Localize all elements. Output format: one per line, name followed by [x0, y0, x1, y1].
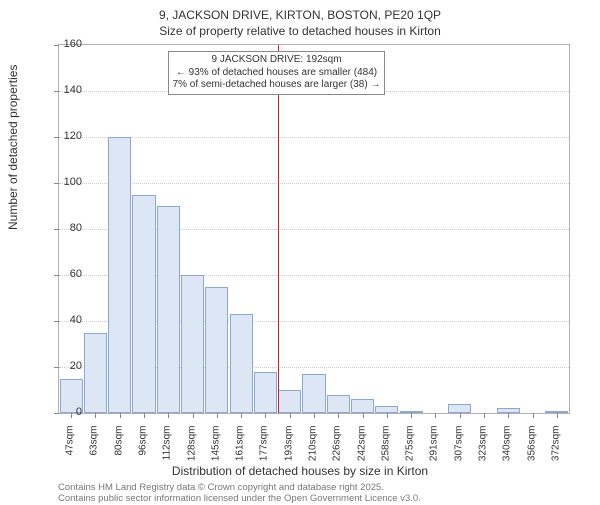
plot-wrapper: 9 JACKSON DRIVE: 192sqm← 93% of detached…	[58, 44, 570, 414]
histogram-bar	[230, 314, 253, 413]
histogram-bar	[181, 275, 204, 413]
x-tick-mark	[217, 413, 218, 418]
x-tick-label: 80sqm	[113, 426, 124, 476]
histogram-bar	[278, 390, 301, 413]
histogram-bar	[375, 406, 398, 413]
y-tick-label: 0	[52, 406, 82, 418]
y-axis-label: Number of detached properties	[6, 65, 20, 230]
y-tick-label: 20	[52, 360, 82, 372]
x-tick-mark	[363, 413, 364, 418]
x-tick-label: 96sqm	[138, 426, 149, 476]
x-tick-label: 340sqm	[502, 426, 513, 476]
histogram-bar	[132, 195, 155, 414]
x-tick-mark	[338, 413, 339, 418]
histogram-bar	[302, 374, 325, 413]
x-tick-label: 258sqm	[380, 426, 391, 476]
x-tick-label: 47sqm	[65, 426, 76, 476]
y-tick-label: 100	[52, 176, 82, 188]
x-tick-mark	[120, 413, 121, 418]
x-tick-mark	[314, 413, 315, 418]
annotation-line: ← 93% of detached houses are smaller (48…	[173, 67, 381, 80]
x-tick-mark	[484, 413, 485, 418]
x-tick-mark	[241, 413, 242, 418]
x-tick-label: 226sqm	[332, 426, 343, 476]
annotation-line: 7% of semi-detached houses are larger (3…	[173, 79, 381, 92]
annotation-line: 9 JACKSON DRIVE: 192sqm	[173, 54, 381, 67]
footer-line-2: Contains public sector information licen…	[58, 493, 421, 504]
chart-footer: Contains HM Land Registry data © Crown c…	[58, 482, 421, 505]
x-tick-label: 323sqm	[478, 426, 489, 476]
x-tick-mark	[265, 413, 266, 418]
x-tick-mark	[411, 413, 412, 418]
x-tick-label: 275sqm	[405, 426, 416, 476]
plot-area: 9 JACKSON DRIVE: 192sqm← 93% of detached…	[58, 44, 570, 414]
x-tick-mark	[387, 413, 388, 418]
x-tick-label: 307sqm	[453, 426, 464, 476]
x-tick-mark	[533, 413, 534, 418]
x-tick-mark	[144, 413, 145, 418]
x-tick-mark	[508, 413, 509, 418]
x-tick-label: 63sqm	[89, 426, 100, 476]
x-tick-mark	[460, 413, 461, 418]
y-tick-label: 40	[52, 314, 82, 326]
x-tick-mark	[290, 413, 291, 418]
histogram-bar	[351, 399, 374, 413]
histogram-bar	[157, 206, 180, 413]
x-tick-mark	[193, 413, 194, 418]
x-tick-label: 210sqm	[308, 426, 319, 476]
histogram-bar	[327, 395, 350, 413]
x-tick-label: 161sqm	[235, 426, 246, 476]
grid-line	[59, 137, 569, 138]
x-tick-mark	[557, 413, 558, 418]
histogram-bar	[205, 287, 228, 414]
histogram-bar	[108, 137, 131, 413]
x-tick-label: 372sqm	[550, 426, 561, 476]
chart-container: { "title_main": "9, JACKSON DRIVE, KIRTO…	[0, 0, 600, 500]
y-tick-label: 80	[52, 222, 82, 234]
x-tick-label: 356sqm	[526, 426, 537, 476]
histogram-bar	[254, 372, 277, 413]
grid-line	[59, 183, 569, 184]
annotation-box: 9 JACKSON DRIVE: 192sqm← 93% of detached…	[168, 51, 386, 95]
x-tick-label: 177sqm	[259, 426, 270, 476]
x-tick-mark	[95, 413, 96, 418]
y-tick-label: 60	[52, 268, 82, 280]
x-tick-label: 242sqm	[356, 426, 367, 476]
x-tick-mark	[168, 413, 169, 418]
y-tick-label: 160	[52, 38, 82, 50]
x-tick-label: 112sqm	[162, 426, 173, 476]
x-tick-mark	[435, 413, 436, 418]
marker-line	[278, 45, 279, 413]
histogram-bar	[84, 333, 107, 414]
y-tick-label: 120	[52, 130, 82, 142]
footer-line-1: Contains HM Land Registry data © Crown c…	[58, 482, 421, 493]
y-tick-label: 140	[52, 84, 82, 96]
x-tick-label: 128sqm	[186, 426, 197, 476]
x-tick-label: 291sqm	[429, 426, 440, 476]
x-tick-label: 145sqm	[210, 426, 221, 476]
histogram-bar	[448, 404, 471, 413]
x-tick-label: 193sqm	[283, 426, 294, 476]
chart-title-main: 9, JACKSON DRIVE, KIRTON, BOSTON, PE20 1…	[0, 0, 600, 22]
chart-title-sub: Size of property relative to detached ho…	[0, 22, 600, 38]
